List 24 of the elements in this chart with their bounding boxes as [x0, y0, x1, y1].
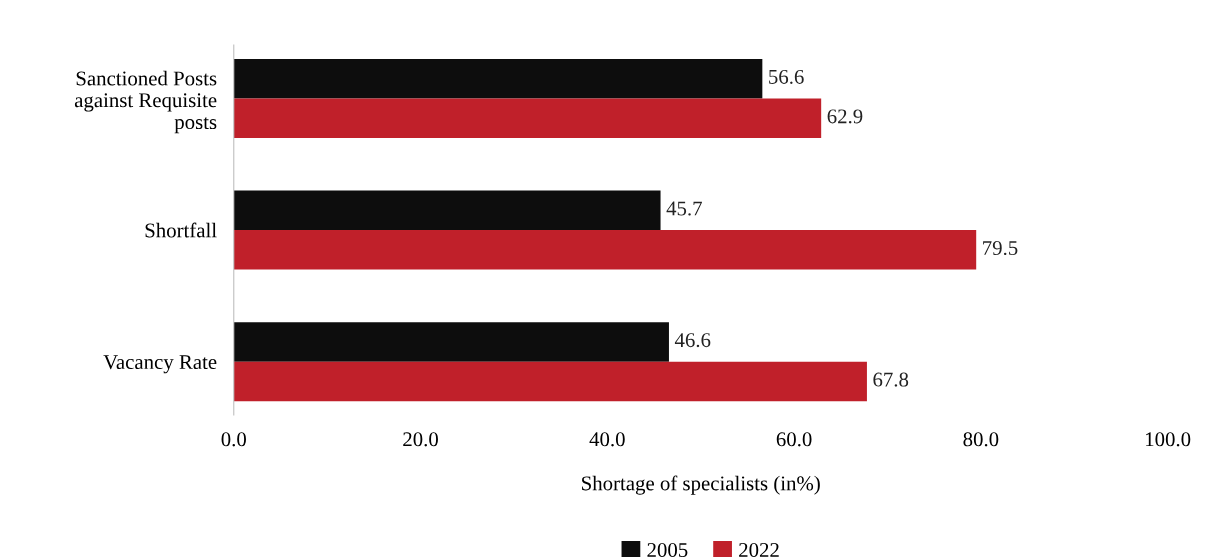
data-label: 56.6 — [769, 69, 804, 84]
x-tick-label: 40.0 — [589, 432, 625, 447]
y-tick-label: Vacancy Rate — [103, 355, 217, 374]
bar — [233, 98, 822, 138]
bar — [233, 322, 669, 362]
legend-label: 2022 — [739, 542, 779, 557]
x-tick-label: 0.0 — [221, 432, 246, 447]
data-label: 67.8 — [873, 372, 909, 387]
data-label: 46.6 — [674, 333, 711, 348]
data-label: 79.5 — [983, 241, 1018, 256]
x-tick-label: 60.0 — [776, 432, 812, 447]
bar — [233, 361, 867, 402]
bar — [233, 58, 763, 99]
x-tick-label: 80.0 — [963, 432, 999, 447]
bar — [233, 190, 661, 231]
x-tick-label: 20.0 — [403, 432, 438, 447]
x-axis-title: Shortage of specialists (in%) — [582, 475, 820, 495]
data-label: 62.9 — [827, 109, 863, 124]
legend-label: 2005 — [647, 542, 688, 557]
data-label: 45.7 — [666, 201, 702, 216]
y-tick-label: Sanctioned Posts against Requisite posts — [74, 70, 217, 134]
bar — [233, 230, 977, 270]
x-tick-label: 100.0 — [1146, 432, 1191, 447]
y-tick-label: Shortfall — [145, 222, 217, 238]
